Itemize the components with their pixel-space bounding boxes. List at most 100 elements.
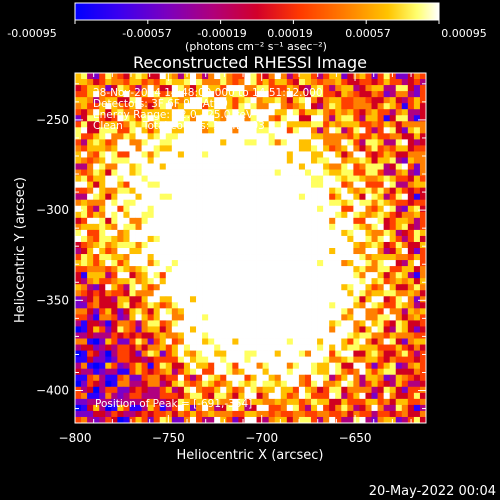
heatmap-cell	[353, 175, 360, 183]
heatmap-cell	[407, 109, 415, 116]
heatmap-cell	[280, 229, 288, 237]
heatmap-cell	[177, 386, 185, 394]
heatmap-cell	[323, 404, 330, 412]
colorbar: -0.00095 -0.00057 -0.00019 0.00019 0.000…	[7, 2, 487, 53]
heatmap-cell	[202, 199, 209, 207]
heatmap-cell	[413, 404, 421, 412]
heatmap-cell	[359, 85, 366, 92]
heatmap-cell	[298, 416, 306, 423]
heatmap-cell	[129, 223, 136, 231]
heatmap-cell	[401, 254, 409, 261]
heatmap-cell	[135, 266, 142, 273]
heatmap-cell	[413, 386, 421, 394]
heatmap-cell	[87, 163, 94, 170]
heatmap-cell	[401, 350, 409, 358]
heatmap-cell	[250, 350, 257, 358]
heatmap-cell	[135, 356, 142, 364]
heatmap-cell	[341, 91, 348, 98]
heatmap-cell	[81, 175, 88, 183]
heatmap-cell	[286, 127, 294, 134]
heatmap-cell	[226, 278, 233, 285]
heatmap-cell	[123, 109, 130, 116]
heatmap-cell	[323, 181, 330, 189]
heatmap-cell	[214, 272, 221, 279]
heatmap-cell	[395, 151, 403, 158]
heatmap-cell	[123, 229, 130, 237]
heatmap-cell	[141, 314, 149, 321]
heatmap-cell	[250, 115, 257, 122]
heatmap-cell	[383, 254, 391, 261]
heatmap-cell	[395, 296, 403, 303]
heatmap-cell	[383, 332, 391, 339]
heatmap-cell	[292, 133, 300, 140]
heatmap-cell	[365, 235, 372, 243]
heatmap-cell	[347, 302, 354, 309]
heatmap-cell	[153, 73, 161, 80]
heatmap-cell	[274, 320, 282, 327]
heatmap-cell	[105, 241, 112, 249]
heatmap-cell	[280, 374, 288, 382]
heatmap-cell	[341, 254, 348, 261]
heatmap-cell	[268, 97, 276, 104]
heatmap-cell	[383, 374, 391, 382]
heatmap-cell	[286, 368, 294, 376]
heatmap-cell	[208, 85, 215, 92]
heatmap-cell	[202, 284, 209, 291]
heatmap-cell	[329, 326, 336, 333]
heatmap-cell	[341, 332, 348, 339]
heatmap-cell	[286, 278, 294, 285]
heatmap-cell	[311, 133, 318, 140]
heatmap-cell	[165, 404, 173, 412]
heatmap-cell	[81, 260, 88, 267]
heatmap-cell	[147, 157, 155, 164]
heatmap-cell	[81, 187, 88, 195]
heatmap-cell	[371, 241, 378, 249]
heatmap-cell	[298, 109, 306, 116]
heatmap-cell	[304, 193, 312, 201]
heatmap-cell	[401, 308, 409, 315]
heatmap-cell	[298, 127, 306, 134]
heatmap-cell	[226, 374, 233, 382]
heatmap-cell	[93, 121, 100, 128]
heatmap-cell	[311, 386, 318, 394]
heatmap-cell	[377, 416, 385, 423]
heatmap-cell	[93, 392, 100, 400]
heatmap-cell	[202, 217, 209, 225]
heatmap-cell	[81, 229, 88, 237]
heatmap-cell	[347, 127, 354, 134]
heatmap-cell	[304, 97, 312, 104]
heatmap-cell	[311, 91, 318, 98]
heatmap-cell	[323, 205, 330, 213]
heatmap-cell	[377, 296, 385, 303]
heatmap-cell	[419, 272, 426, 279]
heatmap-cell	[177, 169, 185, 176]
heatmap-cell	[413, 169, 421, 176]
heatmap-cell	[135, 392, 142, 400]
heatmap-cell	[268, 314, 276, 321]
heatmap-cell	[189, 398, 197, 406]
heatmap-cell	[202, 368, 209, 376]
heatmap-cell	[214, 410, 221, 418]
heatmap-cell	[286, 344, 294, 351]
heatmap-cell	[135, 338, 142, 345]
heatmap-cell	[280, 97, 288, 104]
heatmap-cell	[292, 85, 300, 92]
heatmap-cell	[208, 145, 215, 152]
heatmap-cell	[202, 223, 209, 231]
heatmap-cell	[159, 290, 167, 297]
heatmap-cell	[87, 139, 94, 146]
heatmap-cell	[341, 284, 348, 291]
heatmap-cell	[407, 235, 415, 243]
heatmap-cell	[196, 151, 203, 158]
heatmap-cell	[329, 91, 336, 98]
heatmap-cell	[304, 79, 312, 86]
heatmap-cell	[413, 187, 421, 195]
heatmap-cell	[117, 248, 124, 255]
heatmap-cell	[87, 241, 94, 249]
heatmap-cell	[268, 169, 276, 176]
heatmap-cell	[141, 235, 149, 243]
heatmap-cell	[226, 157, 233, 164]
heatmap-cell	[220, 332, 227, 339]
heatmap-cell	[401, 302, 409, 309]
heatmap-cell	[383, 127, 391, 134]
